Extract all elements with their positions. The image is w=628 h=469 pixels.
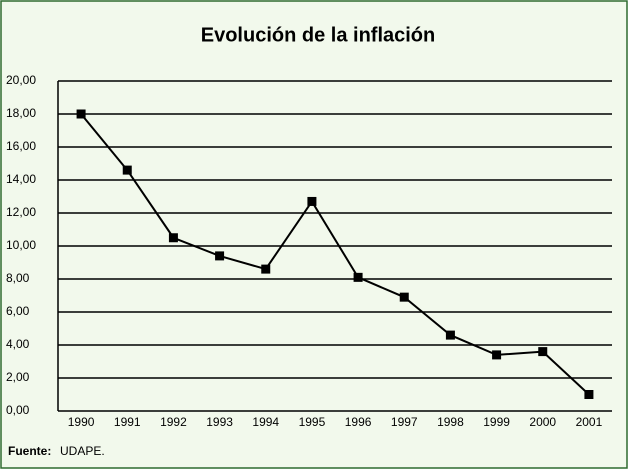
x-tick-label: 1990: [68, 415, 95, 429]
marker: [307, 196, 317, 206]
x-tick-label: 1997: [391, 415, 418, 429]
y-tick-label: 8,00: [6, 271, 30, 285]
y-tick-label: 16,00: [6, 139, 36, 153]
y-tick-label: 10,00: [6, 238, 36, 252]
marker: [492, 350, 502, 360]
marker: [584, 390, 594, 399]
marker: [76, 109, 86, 119]
source-label: Fuente:: [8, 444, 51, 458]
marker: [122, 165, 132, 175]
y-tick-label: 12,00: [6, 205, 36, 219]
marker: [399, 292, 409, 302]
line: [80, 113, 590, 396]
y-tick-label: 14,00: [6, 172, 36, 186]
marker: [168, 233, 178, 243]
marker: [538, 347, 548, 357]
marker: [445, 330, 455, 340]
y-tick-label: 20,00: [6, 73, 36, 87]
source: UDAPE.: [60, 444, 105, 458]
x-tick-label: 1993: [206, 415, 233, 429]
x-tick-label: 1995: [299, 415, 326, 429]
x-tick-label: 1991: [114, 415, 141, 429]
y-tick-label: 4,00: [6, 337, 30, 351]
x-tick-label: 2000: [529, 415, 556, 429]
y-tick-label: 6,00: [6, 304, 30, 318]
marker: [353, 272, 363, 282]
x-tick-label: 2001: [576, 415, 603, 429]
y-tick-label: 2,00: [6, 370, 30, 384]
x-tick-label: 1996: [345, 415, 372, 429]
y-tick-label: 0,00: [6, 403, 30, 417]
marker: [261, 264, 271, 274]
chart-title: Evolución de la inflación: [201, 24, 435, 46]
marker: [215, 251, 225, 261]
x-tick-label: 1999: [483, 415, 510, 429]
x-tick-label: 1998: [437, 415, 464, 429]
x-tick-label: 1992: [160, 415, 187, 429]
x-tick-label: 1994: [252, 415, 279, 429]
y-tick-label: 18,00: [6, 106, 36, 120]
